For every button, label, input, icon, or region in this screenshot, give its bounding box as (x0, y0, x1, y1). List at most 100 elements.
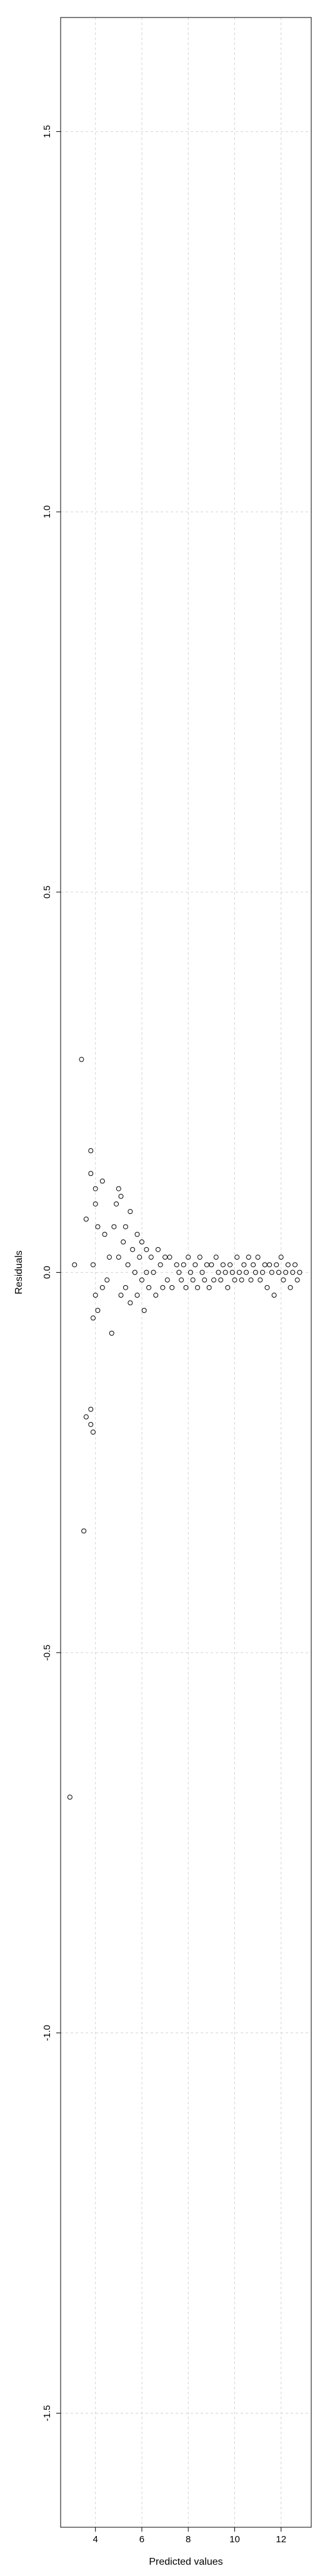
data-point (232, 1277, 238, 1283)
data-point (255, 1255, 261, 1260)
data-point (294, 1277, 300, 1283)
data-point (292, 1262, 298, 1268)
x-axis-title: Predicted values (149, 2557, 222, 2567)
x-tick-label: 8 (186, 2534, 191, 2545)
data-point (83, 1414, 89, 1420)
data-point (197, 1255, 202, 1260)
data-point (144, 1270, 149, 1275)
data-point (192, 1262, 198, 1268)
data-points (67, 1057, 302, 1800)
data-point (167, 1255, 172, 1260)
data-point (195, 1285, 201, 1290)
data-point (216, 1270, 221, 1275)
data-point (174, 1262, 179, 1268)
data-point (88, 1406, 94, 1412)
data-point (204, 1262, 209, 1268)
data-point (234, 1255, 240, 1260)
y-tick-label: 1.5 (42, 125, 52, 138)
data-point (104, 1277, 110, 1283)
data-point (88, 1148, 94, 1153)
data-point (92, 1201, 98, 1206)
data-point (252, 1270, 258, 1275)
data-point (260, 1270, 266, 1275)
data-point (264, 1285, 270, 1290)
data-point (116, 1255, 121, 1260)
data-point (90, 1430, 96, 1435)
data-point (274, 1262, 279, 1268)
data-point (99, 1178, 105, 1184)
data-point (206, 1285, 212, 1290)
data-point (79, 1057, 84, 1062)
data-point (213, 1255, 219, 1260)
data-point (251, 1262, 256, 1268)
y-tick-label: -1.0 (42, 2025, 52, 2041)
data-point (153, 1293, 159, 1298)
data-point (188, 1270, 193, 1275)
data-point (183, 1285, 189, 1290)
data-point (102, 1231, 108, 1237)
data-point (202, 1277, 208, 1283)
x-tick-label: 12 (276, 2534, 286, 2545)
data-point (121, 1239, 126, 1245)
data-point (72, 1262, 78, 1268)
x-axis: 4 6 8 10 12 (93, 2527, 286, 2545)
data-point (267, 1262, 272, 1268)
data-point (209, 1262, 214, 1268)
data-point (109, 1330, 114, 1336)
data-point (283, 1270, 289, 1275)
data-point (130, 1246, 136, 1252)
data-point (276, 1270, 282, 1275)
data-point (128, 1300, 133, 1306)
data-point (134, 1231, 140, 1237)
x-tick-label: 10 (229, 2534, 240, 2545)
data-point (95, 1308, 101, 1313)
data-point (211, 1277, 217, 1283)
data-point (228, 1262, 233, 1268)
y-axis-title: Residuals (14, 1250, 24, 1294)
data-point (122, 1285, 128, 1290)
data-point (218, 1277, 224, 1283)
data-point (297, 1270, 302, 1275)
data-point (95, 1224, 101, 1230)
data-point (281, 1277, 286, 1283)
data-point (99, 1285, 105, 1290)
data-point (141, 1308, 147, 1313)
data-point (132, 1270, 138, 1275)
y-tick-label: 1.0 (42, 505, 52, 519)
data-point (229, 1270, 235, 1275)
data-point (155, 1246, 161, 1252)
data-point (220, 1262, 226, 1268)
data-point (288, 1285, 293, 1290)
data-point (186, 1255, 191, 1260)
data-point (269, 1270, 274, 1275)
data-point (199, 1270, 205, 1275)
data-point (162, 1255, 168, 1260)
data-point (258, 1277, 263, 1283)
data-point (239, 1277, 244, 1283)
data-point (90, 1262, 96, 1268)
data-point (90, 1315, 96, 1321)
data-point (262, 1262, 268, 1268)
y-tick-label: 0.5 (42, 885, 52, 898)
data-point (88, 1421, 94, 1427)
data-point (151, 1270, 156, 1275)
data-point (125, 1262, 131, 1268)
data-point (244, 1270, 249, 1275)
data-point (92, 1186, 98, 1191)
data-point (179, 1277, 184, 1283)
data-point (144, 1246, 149, 1252)
data-point (169, 1285, 175, 1290)
grid-lines (61, 17, 311, 2527)
data-point (88, 1171, 94, 1176)
y-axis: -1.5 -1.0 -0.5 0.0 0.5 1.0 1.5 (42, 125, 61, 2421)
data-point (160, 1285, 166, 1290)
data-point (92, 1293, 98, 1298)
y-tick-label: -0.5 (42, 1644, 52, 1661)
data-point (271, 1293, 277, 1298)
data-point (181, 1262, 186, 1268)
data-point (137, 1255, 142, 1260)
data-point (83, 1216, 89, 1222)
data-point (139, 1277, 144, 1283)
x-tick-label: 6 (139, 2534, 144, 2545)
